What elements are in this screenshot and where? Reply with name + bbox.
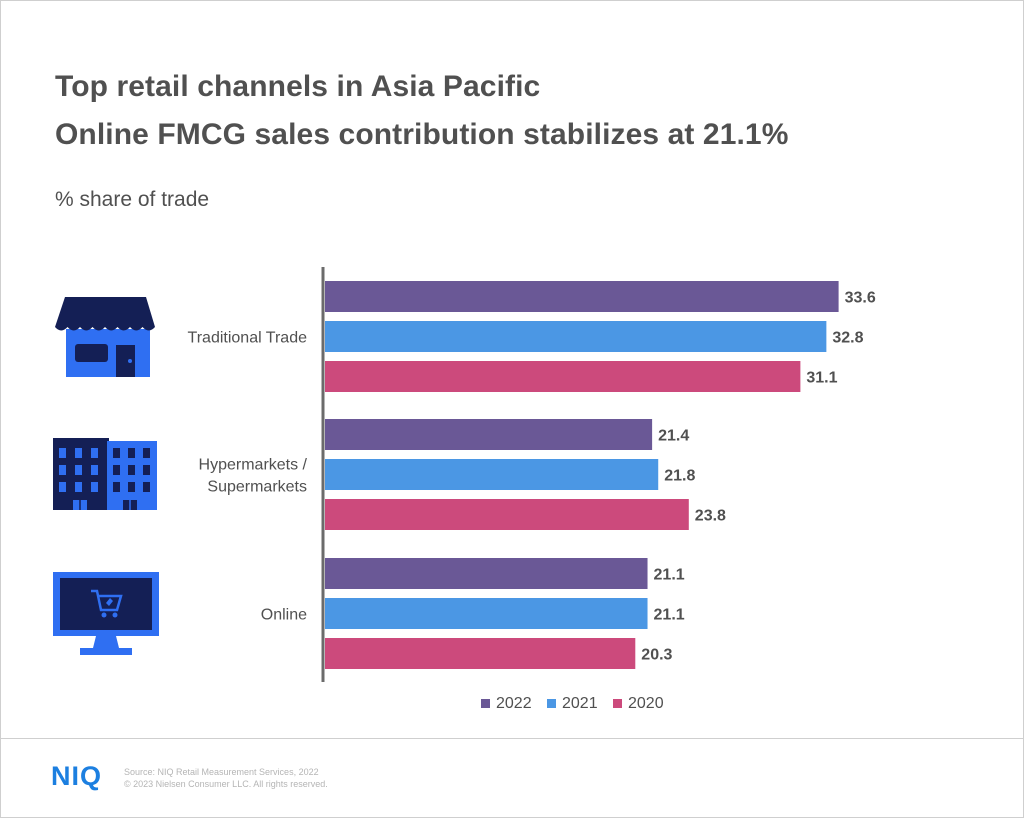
category-label: Online	[261, 607, 307, 624]
data-label: 21.1	[654, 567, 685, 584]
footer-divider	[1, 738, 1023, 739]
bar-2020	[325, 638, 636, 669]
bar-2022	[325, 419, 653, 450]
data-label: 33.6	[845, 290, 876, 307]
data-label: 32.8	[832, 330, 863, 347]
data-label: 23.8	[695, 508, 726, 525]
bar-2020	[325, 499, 689, 530]
legend-label-2021: 2021	[562, 695, 598, 712]
legend-swatch-2020	[613, 699, 622, 708]
bar-2020	[325, 361, 801, 392]
data-label: 21.8	[664, 468, 695, 485]
store-icon	[55, 297, 155, 377]
legend-swatch-2021	[547, 699, 556, 708]
chart-title-line-2: Online FMCG sales contribution stabilize…	[55, 118, 789, 151]
legend-label-2020: 2020	[628, 695, 664, 712]
copyright-note: © 2023 Nielsen Consumer LLC. All rights …	[124, 779, 328, 789]
category-label: Traditional Trade	[188, 330, 308, 347]
bar-chart: 33.6 32.8 31.1 Traditional Trade 21.4 21.8 23.…	[188, 267, 876, 712]
legend-label-2022: 2022	[496, 695, 532, 712]
bar-2022	[325, 558, 648, 589]
bar-2021	[325, 321, 827, 352]
data-label: 21.4	[658, 428, 689, 445]
chart-subtitle: % share of trade	[55, 188, 210, 211]
data-label: 31.1	[806, 370, 837, 387]
bar-2021	[325, 459, 659, 490]
bar-2022	[325, 281, 839, 312]
monitor-cart-icon	[53, 572, 159, 655]
building-icon	[53, 438, 157, 510]
legend-swatch-2022	[481, 699, 490, 708]
data-label: 21.1	[654, 607, 685, 624]
category-label: Hypermarkets / Supermarkets	[199, 457, 308, 496]
niq-logo: NIQ	[51, 761, 103, 791]
data-label: 20.3	[641, 647, 672, 664]
bar-2021	[325, 598, 648, 629]
source-note: Source: NIQ Retail Measurement Services,…	[124, 767, 319, 777]
chart-title-line-1: Top retail channels in Asia Pacific	[55, 70, 541, 103]
